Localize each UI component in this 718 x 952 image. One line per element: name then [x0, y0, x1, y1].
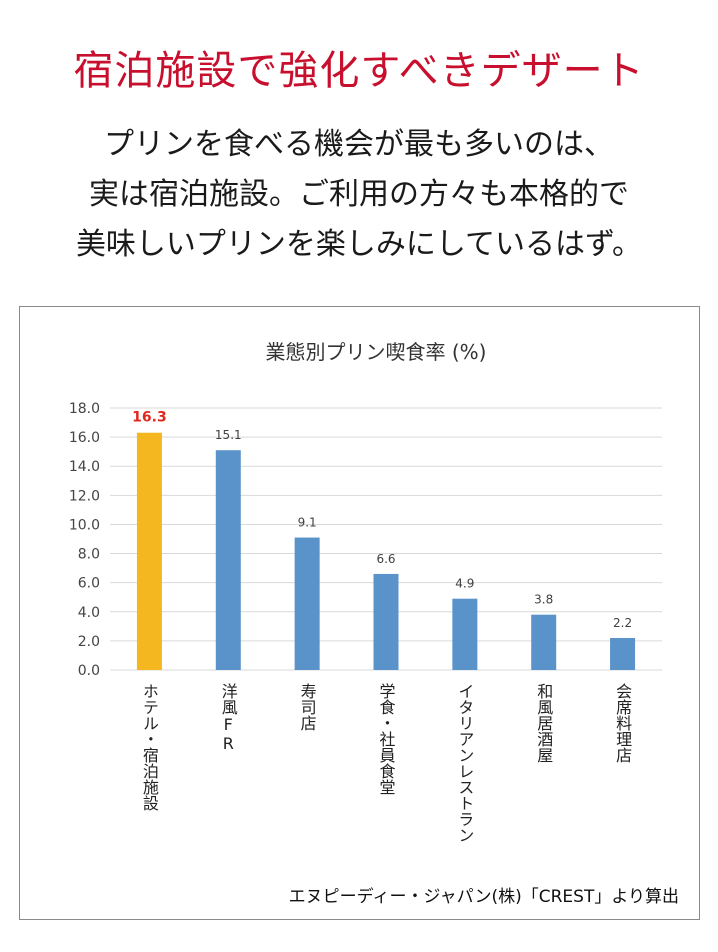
bar-value-label: 16.3: [132, 410, 167, 426]
bar-value-label: 3.8: [534, 593, 553, 607]
chart-title: 業態別プリン喫食率 (%): [266, 340, 487, 364]
bar: [531, 614, 557, 670]
y-tick-label: 16.0: [69, 430, 100, 446]
intro-line: プリンを食べる機会が最も多いのは、: [104, 127, 614, 162]
bar-value-label: 6.6: [376, 552, 395, 566]
source-note: エヌピーディー・ジャパン(株)「CREST」より算出: [288, 887, 679, 907]
category-label: ホテル・宿泊施設: [140, 683, 159, 811]
bar: [373, 573, 399, 670]
intro-line: 美味しいプリンを楽しみにしているはず。: [75, 227, 643, 262]
y-tick-label: 0.0: [78, 663, 100, 679]
category-label: 会席料理店: [613, 683, 632, 763]
y-tick-label: 2.0: [78, 634, 100, 650]
category-label: 洋風FR: [219, 683, 238, 753]
bar: [136, 432, 162, 670]
bar-value-label: 2.2: [613, 616, 632, 630]
bar: [294, 537, 320, 670]
bar-chart: 業態別プリン喫食率 (%) 0.0 2.0 4.0 6.0 8.0 10.0 12.0 14.0…: [69, 340, 662, 843]
y-tick-label: 14.0: [69, 459, 100, 475]
bar-value-label: 4.9: [455, 577, 474, 591]
intro-text: プリンを食べる機会が最も多いのは、 実は宿泊施設。ご利用の方々も本格的で 美味し…: [0, 120, 718, 270]
intro-line: 実は宿泊施設。ご利用の方々も本格的で: [89, 177, 629, 212]
bar-value-label: 9.1: [298, 516, 317, 530]
category-label: 学食・社員食堂: [377, 683, 396, 795]
y-tick-label: 6.0: [78, 576, 100, 592]
bar: [452, 598, 478, 670]
y-tick-label: 10.0: [69, 517, 100, 533]
category-label: 和風居酒屋: [534, 683, 553, 763]
y-tick-label: 12.0: [69, 488, 100, 504]
category-label: イタリアンレストラン: [455, 683, 474, 843]
y-tick-label: 18.0: [69, 401, 100, 417]
bar: [215, 450, 241, 670]
bar: [610, 637, 636, 670]
headline: 宿泊施設で強化すべきデザート: [73, 48, 645, 94]
bar-value-label: 15.1: [215, 428, 242, 442]
y-tick-label: 4.0: [78, 605, 100, 621]
y-tick-label: 8.0: [78, 547, 100, 563]
chart-panel: 業態別プリン喫食率 (%) 0.0 2.0 4.0 6.0 8.0 10.0 12.0 14.0…: [19, 306, 700, 920]
category-label: 寿司店: [298, 683, 317, 731]
